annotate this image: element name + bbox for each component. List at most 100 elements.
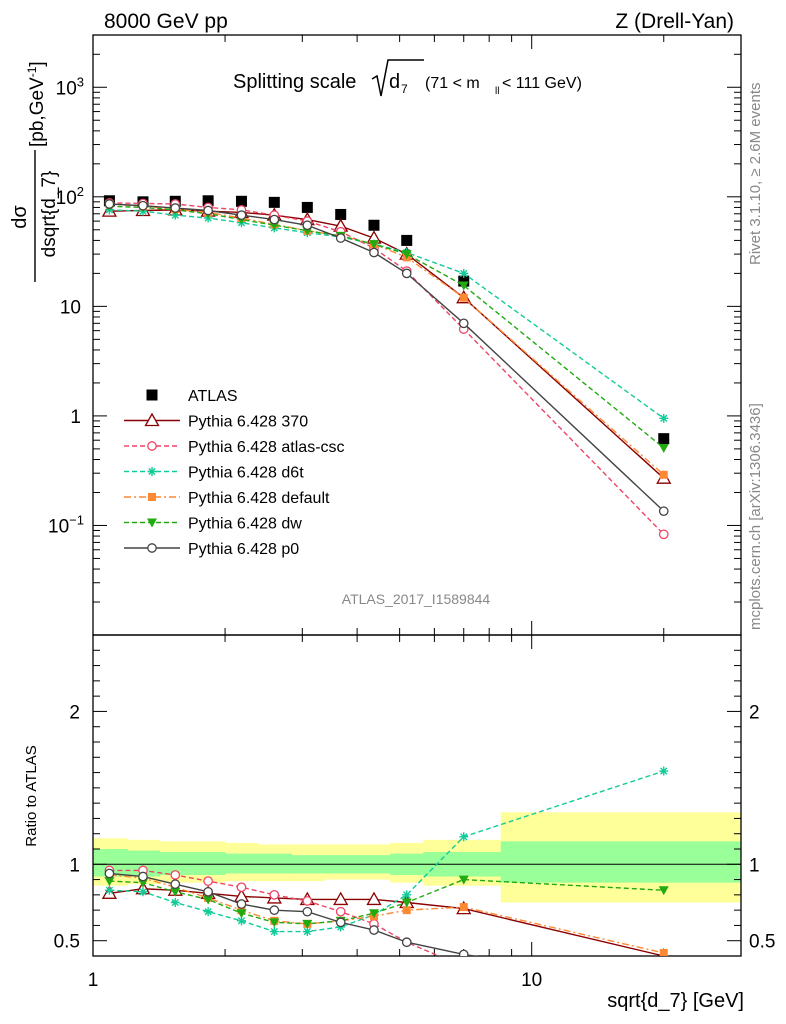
x-tick-label: 1 <box>88 970 99 991</box>
data-point-dw <box>368 240 379 250</box>
y-tick-label: 10 <box>60 297 81 318</box>
data-point-dw <box>658 443 669 453</box>
y-tick-label-right: 1 <box>749 855 760 876</box>
ratio-point-d6t <box>104 885 114 895</box>
data-point-d6t <box>659 413 669 423</box>
series-line-atlas_csc <box>109 202 665 535</box>
ratio-point-default <box>659 948 668 956</box>
ylabel-denominator: dsqrt{d_7} <box>39 171 60 258</box>
ratio-point-p0 <box>302 906 313 917</box>
ratio-point-p0 <box>170 879 181 890</box>
ylabel-numerator: dσ <box>9 205 31 229</box>
data-point-p0 <box>236 210 247 221</box>
ratio-line-atlas_csc <box>109 869 441 956</box>
data-point-p0 <box>401 268 412 279</box>
data-point-p0 <box>458 318 469 329</box>
title-var: d <box>389 71 400 93</box>
y-tick-label: 10−1 <box>48 512 84 537</box>
main-y-axis-title: dσ dsqrt{d_7} [pb,GeV-1] <box>9 61 60 282</box>
data-point-p0 <box>203 205 213 216</box>
ratio-point-p370 <box>333 891 349 906</box>
legend-label-default: Pythia 6.428 default <box>188 490 330 507</box>
ratio-line-p370 <box>109 888 664 956</box>
ratio-point-p0 <box>660 979 668 987</box>
ratio-point-d6t <box>459 832 469 842</box>
data-point-atlas <box>368 219 380 231</box>
uncertainty-band-inner <box>500 841 741 883</box>
data-point-atlas <box>335 208 347 220</box>
legend-label-atlas: ATLAS <box>188 388 238 405</box>
y-tick-label: 0.5 <box>54 932 80 953</box>
ratio-point-d6t <box>236 916 246 926</box>
y-tick-label: 103 <box>56 74 84 99</box>
title-cut-sub: ll <box>495 86 499 97</box>
legend-label-d6t: Pythia 6.428 d6t <box>188 465 304 482</box>
ratio-point-default <box>459 903 468 912</box>
ratio-point-dw <box>658 886 669 896</box>
y-tick-label: 1 <box>70 407 81 428</box>
ratio-point-d6t <box>203 907 213 917</box>
ratio-point-p0 <box>458 949 469 956</box>
title-cut: (71 < m <box>425 75 480 92</box>
data-point-d6t <box>170 210 180 220</box>
ratio-point-p0 <box>236 899 247 909</box>
rivet-label: Rivet 3.1.10, ≥ 2.6M events <box>747 83 764 266</box>
ratio-plot-frame <box>92 634 742 957</box>
ratio-point-atlas_csc <box>236 882 247 893</box>
ratio-point-dw <box>203 895 214 905</box>
legend-marker-dw <box>147 518 157 528</box>
uncertainty-band-inner <box>258 853 292 874</box>
y-tick-label: 102 <box>56 184 84 209</box>
ratio-point-dw <box>458 875 469 885</box>
ratio-point-atlas_csc <box>335 906 346 917</box>
ratio-point-d6t <box>302 927 312 937</box>
data-point-atlas <box>658 433 670 445</box>
ratio-point-dw <box>170 887 181 897</box>
data-point-dw <box>458 281 469 291</box>
legend-marker-d6t <box>147 467 157 476</box>
y-tick-label: 1 <box>69 855 80 876</box>
sqrt-sign <box>371 59 424 97</box>
energy-label: 8000 GeV pp <box>104 10 228 33</box>
data-point-p0 <box>269 214 280 225</box>
ratio-y-axis-title: Ratio to ATLAS <box>23 745 40 846</box>
data-point-p0 <box>369 247 379 258</box>
plot-title: Splitting scale d 7 (71 < m ll < 111 GeV… <box>233 59 582 97</box>
data-point-atlas <box>235 195 247 207</box>
ratio-point-default <box>402 906 411 915</box>
data-point-atlas <box>268 196 280 208</box>
uncertainty-band-inner <box>225 853 259 874</box>
ratio-point-atlas_csc <box>460 963 468 971</box>
ratio-line-p0 <box>109 872 480 956</box>
ratio-point-atlas_csc <box>302 896 313 906</box>
legend-marker-atlas_csc <box>147 441 157 451</box>
ratio-point-dw <box>401 898 412 908</box>
data-point-atlas_csc <box>658 529 669 540</box>
title-prefix: Splitting scale <box>233 71 356 93</box>
ratio-point-p0 <box>335 917 346 928</box>
ratio-point-dw <box>137 878 148 888</box>
y-tick-label-right: 0.5 <box>749 932 775 953</box>
x-tick-label: 10 <box>521 970 542 991</box>
ratio-point-p0 <box>104 868 115 879</box>
data-point-atlas <box>301 201 313 213</box>
ratio-point-dw <box>302 919 313 929</box>
legend-label-atlas_csc: Pythia 6.428 atlas-csc <box>188 439 345 456</box>
ratio-point-p0 <box>203 886 213 897</box>
data-point-p0 <box>335 233 346 243</box>
ratio-point-p0 <box>369 925 379 935</box>
ratio-point-dw <box>368 909 379 919</box>
series-line-default <box>109 203 665 476</box>
ratio-point-p0 <box>269 905 280 915</box>
data-point-atlas <box>401 234 413 246</box>
data-point-d6t <box>459 268 469 278</box>
legend-marker-default <box>148 493 156 501</box>
ratio-point-dw <box>104 877 115 887</box>
series-line-p370 <box>109 209 665 479</box>
x-axis-title: sqrt{d_7} [GeV] <box>607 990 744 1012</box>
ratio-line-dw <box>109 878 664 925</box>
uncertainty-band-inner <box>159 852 193 875</box>
data-point-p0 <box>658 506 669 517</box>
ratio-point-dw <box>236 909 247 919</box>
ratio-line-d6t <box>109 770 664 933</box>
